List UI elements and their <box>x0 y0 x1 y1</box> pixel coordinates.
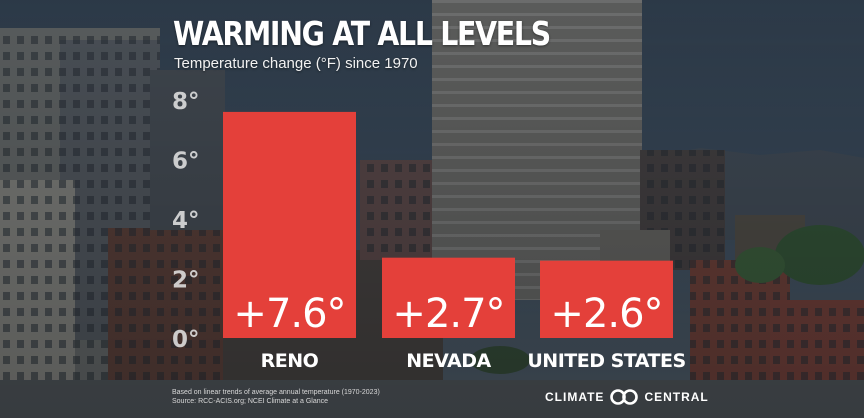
data-labels-group: +7.6° +2.7° +2.6° <box>233 291 663 337</box>
source-line-2: Source: RCC-ACIS.org; NCEI Climate at a … <box>172 398 328 405</box>
category-label: NEVADA <box>406 350 491 372</box>
y-tick-label: 0° <box>172 327 200 353</box>
brand-word-climate: CLIMATE <box>545 390 605 404</box>
climate-central-brand: CLIMATE CENTRAL <box>545 388 709 406</box>
chart-title: WARMING AT ALL LEVELS <box>173 14 551 53</box>
data-label: +2.7° <box>392 291 504 337</box>
chart-subtitle: Temperature change (°F) since 1970 <box>174 55 418 72</box>
data-label: +7.6° <box>233 291 345 337</box>
brand-word-central: CENTRAL <box>644 390 709 404</box>
climate-central-logo-icon <box>610 389 639 405</box>
y-tick-label: 8° <box>172 89 200 115</box>
y-tick-label: 4° <box>172 208 200 234</box>
x-axis: RENO NEVADA UNITED STATES <box>261 350 686 372</box>
data-label: +2.6° <box>550 291 662 337</box>
source-note: Based on linear trends of average annual… <box>172 388 380 406</box>
category-label: RENO <box>261 350 319 372</box>
y-tick-label: 2° <box>172 268 200 294</box>
y-tick-label: 6° <box>172 149 200 175</box>
bar-nevada <box>382 257 515 338</box>
bar-united-states <box>540 260 673 338</box>
y-axis: 0° 2° 4° 6° 8° <box>172 89 200 353</box>
bar-reno <box>223 111 356 339</box>
source-line-1: Based on linear trends of average annual… <box>172 389 380 396</box>
bars-group <box>223 111 673 339</box>
category-label: UNITED STATES <box>527 350 685 372</box>
